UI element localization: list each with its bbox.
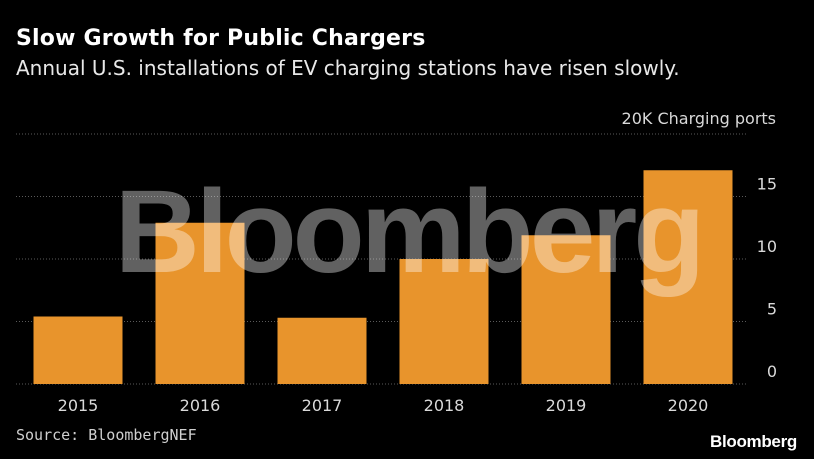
gridlines	[16, 133, 748, 385]
bar-2016	[155, 222, 245, 384]
bars	[33, 170, 733, 384]
bar-chart: Bloomberg 0 5 10 15 2015 2016 2017 2018 2019 202…	[16, 109, 777, 415]
source-note: Source: BloombergNEF	[16, 426, 197, 444]
x-tick-labels: 2015 2016 2017 2018 2019 2020	[58, 396, 709, 415]
x-tick-label: 2017	[302, 396, 343, 415]
watermark-text: Bloomberg	[115, 166, 702, 298]
watermark: Bloomberg	[115, 166, 706, 298]
bloomberg-logo: Bloomberg	[709, 432, 797, 451]
x-tick-label: 2020	[668, 396, 709, 415]
chart-subtitle: Annual U.S. installations of EV charging…	[16, 56, 680, 80]
y-tick-label: 15	[757, 175, 777, 194]
y-tick-label: 0	[767, 362, 777, 381]
bar-2019	[521, 235, 611, 384]
x-tick-label: 2015	[58, 396, 99, 415]
bar-2015	[33, 316, 123, 384]
bar-2018	[399, 259, 489, 384]
chart-title: Slow Growth for Public Chargers	[16, 26, 426, 51]
y-tick-labels: 0 5 10 15	[757, 175, 777, 382]
y-tick-label: 5	[767, 300, 777, 319]
bar-2020	[643, 170, 733, 384]
y-tick-label: 10	[757, 237, 777, 256]
x-tick-label: 2019	[546, 396, 587, 415]
y-axis-label: 20K Charging ports	[622, 109, 776, 128]
x-tick-label: 2016	[180, 396, 221, 415]
x-tick-label: 2018	[424, 396, 465, 415]
bar-2017	[277, 317, 367, 384]
